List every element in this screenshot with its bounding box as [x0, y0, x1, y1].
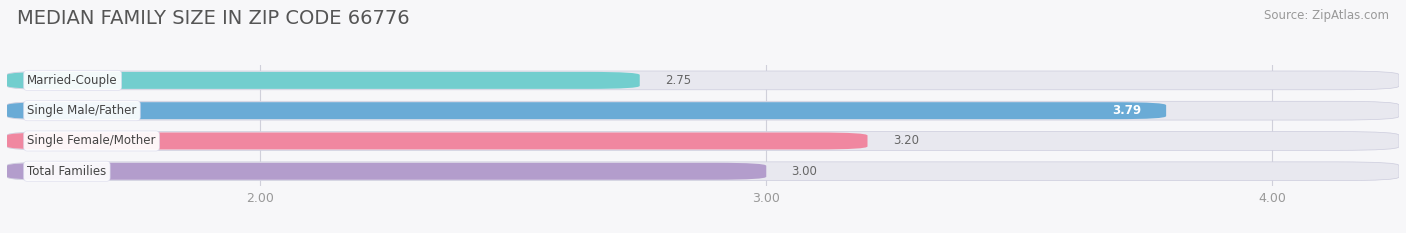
- Text: Single Male/Father: Single Male/Father: [27, 104, 136, 117]
- FancyBboxPatch shape: [7, 163, 766, 180]
- FancyBboxPatch shape: [7, 133, 868, 149]
- Text: Source: ZipAtlas.com: Source: ZipAtlas.com: [1264, 9, 1389, 22]
- FancyBboxPatch shape: [7, 71, 1399, 90]
- FancyBboxPatch shape: [7, 162, 1399, 181]
- Text: 3.00: 3.00: [792, 165, 817, 178]
- FancyBboxPatch shape: [7, 101, 1399, 120]
- Text: Single Female/Mother: Single Female/Mother: [27, 134, 156, 147]
- FancyBboxPatch shape: [7, 132, 1399, 150]
- FancyBboxPatch shape: [7, 102, 1166, 119]
- Text: 3.20: 3.20: [893, 134, 918, 147]
- Text: MEDIAN FAMILY SIZE IN ZIP CODE 66776: MEDIAN FAMILY SIZE IN ZIP CODE 66776: [17, 9, 409, 28]
- FancyBboxPatch shape: [7, 72, 640, 89]
- Text: Married-Couple: Married-Couple: [27, 74, 118, 87]
- Text: Total Families: Total Families: [27, 165, 107, 178]
- Text: 3.79: 3.79: [1112, 104, 1140, 117]
- Text: 2.75: 2.75: [665, 74, 692, 87]
